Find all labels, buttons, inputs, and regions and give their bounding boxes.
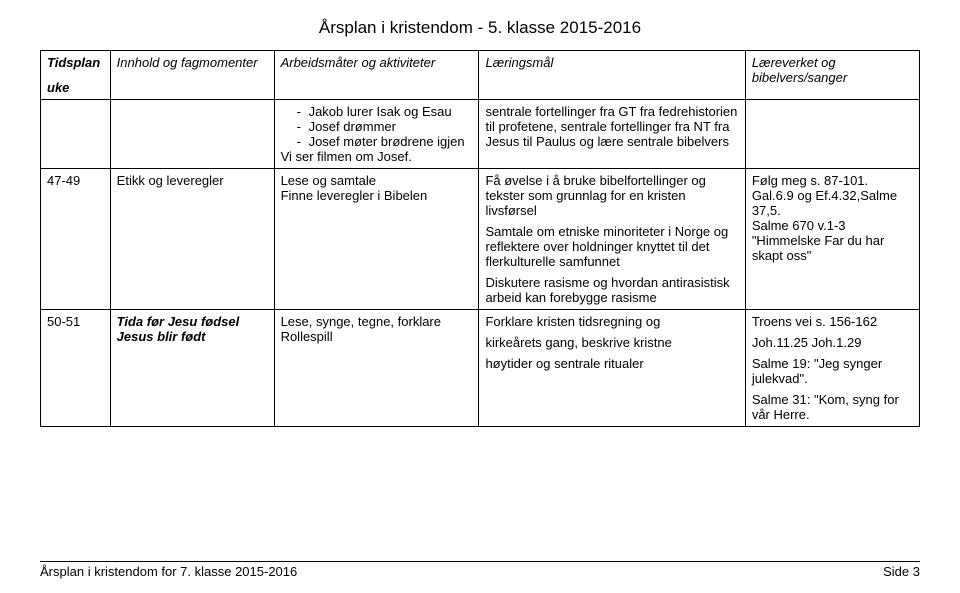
list-item: Josef drømmer <box>309 119 473 134</box>
cell-activities: Lese og samtale Finne leveregler i Bibel… <box>274 169 479 310</box>
cell-content <box>110 100 274 169</box>
header-text: Tidsplan <box>47 55 104 70</box>
resource-line: Følg meg s. 87-101. <box>752 173 913 188</box>
cell-week <box>41 100 111 169</box>
activity-tail: Vi ser filmen om Josef. <box>281 149 473 164</box>
resource-line: Joh.11.25 Joh.1.29 <box>752 335 913 350</box>
activity-line: Rollespill <box>281 329 473 344</box>
goal-text: Få øvelse i å bruke bibelfortellinger og… <box>485 173 738 218</box>
col-header-laeringsmal: Læringsmål <box>479 51 745 100</box>
col-header-laereverket: Læreverket og bibelvers/sanger <box>745 51 919 100</box>
table-header-row: Tidsplan uke Innhold og fagmomenter Arbe… <box>41 51 920 100</box>
activity-line: Lese, synge, tegne, forklare <box>281 314 473 329</box>
resource-line: Salme 670 v.1-3 "Himmelske Far du har sk… <box>752 218 913 263</box>
cell-activities: Jakob lurer Isak og Esau Josef drømmer J… <box>274 100 479 169</box>
col-header-arbeidsmater: Arbeidsmåter og aktiviteter <box>274 51 479 100</box>
list-item: Jakob lurer Isak og Esau <box>309 104 473 119</box>
header-text: uke <box>47 80 104 95</box>
footer-left: Årsplan i kristendom for 7. klasse 2015-… <box>40 564 297 579</box>
goal-text: Diskutere rasisme og hvordan antirasisti… <box>485 275 738 305</box>
page-footer: Årsplan i kristendom for 7. klasse 2015-… <box>40 561 920 579</box>
footer-right: Side 3 <box>883 564 920 579</box>
goal-text: høytider og sentrale ritualer <box>485 356 738 371</box>
cell-content: Tida før Jesu fødsel Jesus blir født <box>110 310 274 427</box>
goal-text: kirkeårets gang, beskrive kristne <box>485 335 738 350</box>
goal-text: Samtale om etniske minoriteter i Norge o… <box>485 224 738 269</box>
table-row: Jakob lurer Isak og Esau Josef drømmer J… <box>41 100 920 169</box>
col-header-innhold: Innhold og fagmomenter <box>110 51 274 100</box>
table-row: 50-51 Tida før Jesu fødsel Jesus blir fø… <box>41 310 920 427</box>
resource-line: Salme 19: "Jeg synger julekvad". <box>752 356 913 386</box>
content-line: Jesus blir født <box>117 329 268 344</box>
resource-line: Gal.6.9 og Ef.4.32,Salme 37,5. <box>752 188 913 218</box>
cell-week: 50-51 <box>41 310 111 427</box>
cell-resources: Troens vei s. 156-162 Joh.11.25 Joh.1.29… <box>745 310 919 427</box>
cell-goals: Forklare kristen tidsregning og kirkeåre… <box>479 310 745 427</box>
activity-line: Lese og samtale <box>281 173 473 188</box>
resource-line: Troens vei s. 156-162 <box>752 314 913 329</box>
col-header-tidsplan: Tidsplan uke <box>41 51 111 100</box>
curriculum-table: Tidsplan uke Innhold og fagmomenter Arbe… <box>40 50 920 427</box>
resource-line: Salme 31: "Kom, syng for vår Herre. <box>752 392 913 422</box>
cell-content: Etikk og leveregler <box>110 169 274 310</box>
cell-resources: Følg meg s. 87-101. Gal.6.9 og Ef.4.32,S… <box>745 169 919 310</box>
content-line: Tida før Jesu fødsel <box>117 314 268 329</box>
table-row: 47-49 Etikk og leveregler Lese og samtal… <box>41 169 920 310</box>
activity-list: Jakob lurer Isak og Esau Josef drømmer J… <box>281 104 473 149</box>
cell-goals: Få øvelse i å bruke bibelfortellinger og… <box>479 169 745 310</box>
activity-line: Finne leveregler i Bibelen <box>281 188 473 203</box>
cell-week: 47-49 <box>41 169 111 310</box>
cell-resources <box>745 100 919 169</box>
list-item: Josef møter brødrene igjen <box>309 134 473 149</box>
cell-activities: Lese, synge, tegne, forklare Rollespill <box>274 310 479 427</box>
cell-goals: sentrale fortellinger fra GT fra fedrehi… <box>479 100 745 169</box>
goal-text: Forklare kristen tidsregning og <box>485 314 738 329</box>
page-title: Årsplan i kristendom - 5. klasse 2015-20… <box>40 18 920 38</box>
